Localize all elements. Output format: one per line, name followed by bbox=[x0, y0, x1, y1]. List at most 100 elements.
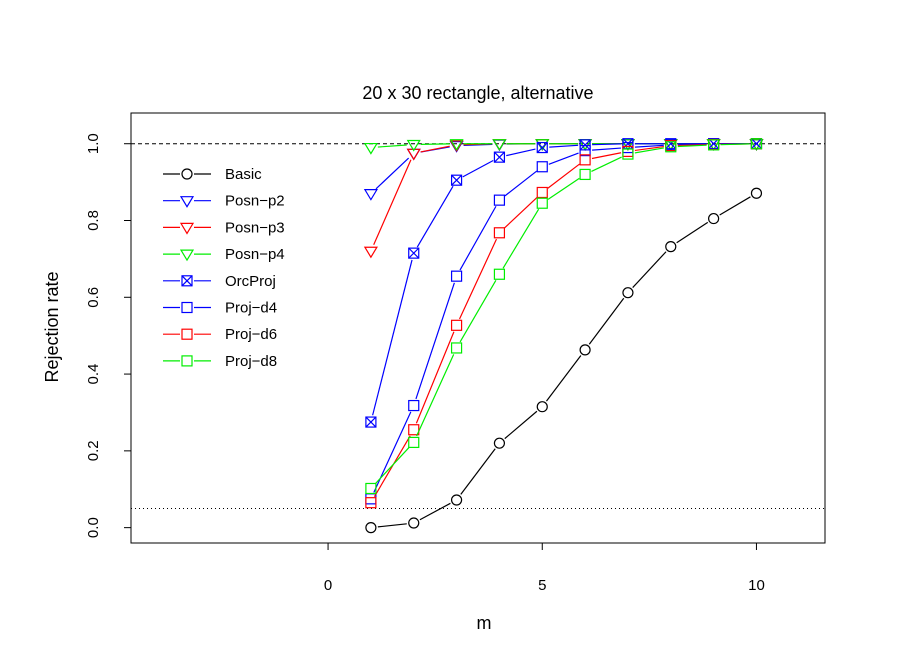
series-line-segment bbox=[591, 152, 622, 160]
data-point bbox=[536, 401, 548, 413]
series-line-segment bbox=[377, 144, 407, 148]
series-line-segment bbox=[719, 196, 751, 216]
data-point bbox=[408, 399, 420, 412]
legend-marker-cross bbox=[181, 275, 193, 287]
data-point bbox=[622, 287, 634, 299]
data-point bbox=[493, 268, 506, 280]
data-point bbox=[365, 493, 377, 505]
data-point-cross bbox=[493, 151, 505, 163]
y-axis: 0.0 0.2 0.4 0.6 0.8 1.0 bbox=[85, 133, 132, 538]
legend-marker bbox=[181, 168, 193, 180]
series-line-segment bbox=[547, 177, 580, 200]
data-point bbox=[579, 145, 591, 157]
series-line-segment bbox=[372, 259, 413, 416]
data-point bbox=[450, 270, 463, 282]
series-line-segment bbox=[375, 447, 410, 484]
series-line-segment bbox=[459, 280, 497, 343]
data-point bbox=[579, 168, 591, 181]
legend-marker bbox=[181, 328, 193, 340]
data-point bbox=[408, 436, 420, 449]
data-point bbox=[536, 161, 548, 173]
data-point bbox=[492, 139, 507, 151]
legend-label: Posn−p3 bbox=[225, 219, 285, 236]
series-line-segment bbox=[549, 144, 579, 148]
series-posn-p2 bbox=[363, 139, 764, 201]
series-line-segment bbox=[502, 208, 540, 269]
series-line-segment bbox=[588, 297, 625, 345]
data-point-cross bbox=[408, 247, 420, 259]
series-line-segment bbox=[462, 159, 494, 178]
legend-item-proj-d4: Proj−d4 bbox=[163, 300, 277, 317]
data-point bbox=[365, 482, 377, 495]
legend-label: Proj−d6 bbox=[225, 326, 277, 343]
series-line-segment bbox=[545, 355, 582, 402]
data-point bbox=[536, 186, 548, 199]
y-tick-label: 0.2 bbox=[85, 440, 102, 461]
series-line-segment bbox=[420, 145, 450, 153]
data-point bbox=[493, 194, 506, 206]
series-proj-d8 bbox=[365, 138, 763, 495]
chart-title: 20 x 30 rectangle, alternative bbox=[362, 83, 593, 103]
series-line-segment bbox=[504, 170, 538, 197]
legend-label: Posn−p2 bbox=[225, 193, 285, 210]
data-point bbox=[408, 424, 420, 436]
series-line-segment bbox=[506, 148, 536, 157]
y-tick-label: 1.0 bbox=[85, 133, 102, 154]
data-point-cross bbox=[451, 174, 463, 186]
series-orcproj bbox=[365, 138, 763, 428]
legend: Basic Posn−p2 Posn−p3 Posn−p4 OrcProj Proj−d4… bbox=[163, 166, 285, 370]
x-axis-title: m bbox=[477, 613, 492, 633]
data-point bbox=[493, 227, 506, 239]
legend-marker bbox=[181, 355, 193, 367]
data-point bbox=[365, 522, 377, 534]
data-point bbox=[665, 141, 677, 153]
data-point bbox=[536, 141, 548, 154]
data-point bbox=[665, 241, 677, 253]
data-point-box bbox=[365, 416, 377, 428]
data-point bbox=[363, 142, 378, 155]
x-tick-label: 10 bbox=[748, 577, 765, 594]
series-line-segment bbox=[677, 143, 707, 146]
series-line-segment bbox=[375, 157, 410, 190]
data-point-box bbox=[493, 151, 506, 163]
data-point bbox=[620, 139, 635, 151]
data-point bbox=[450, 342, 463, 354]
data-point-box bbox=[450, 174, 463, 186]
data-point-cross bbox=[536, 142, 548, 153]
series-line-segment bbox=[677, 144, 707, 148]
data-point-box bbox=[408, 247, 420, 259]
series-line-segment bbox=[420, 143, 450, 145]
legend-item-proj-d8: Proj−d8 bbox=[163, 353, 277, 370]
data-point bbox=[750, 187, 763, 199]
legend-marker bbox=[179, 249, 195, 262]
series-line-segment bbox=[415, 282, 455, 400]
legend-item-posn-p2: Posn−p2 bbox=[163, 193, 285, 210]
y-axis-title: Rejection rate bbox=[42, 271, 62, 382]
series-line-segment bbox=[458, 238, 498, 320]
series-line-segment bbox=[548, 152, 579, 165]
legend-item-proj-d6: Proj−d6 bbox=[163, 326, 277, 343]
series-line-segment bbox=[459, 205, 497, 271]
y-tick-label: 0.6 bbox=[85, 287, 102, 308]
series-line-segment bbox=[416, 185, 454, 248]
series-proj-d6 bbox=[365, 138, 763, 509]
series-line-segment bbox=[416, 354, 455, 437]
data-point bbox=[579, 344, 591, 356]
y-tick-label: 0.4 bbox=[85, 364, 102, 385]
series-layer bbox=[363, 138, 764, 534]
legend-marker bbox=[181, 275, 193, 287]
series-line-segment bbox=[592, 143, 621, 146]
data-point-cross bbox=[622, 138, 634, 150]
data-point-box bbox=[536, 141, 548, 154]
legend-marker bbox=[179, 196, 195, 208]
data-point bbox=[750, 138, 763, 150]
data-point bbox=[492, 139, 507, 151]
data-point bbox=[622, 148, 634, 160]
x-tick-label: 5 bbox=[538, 577, 546, 594]
data-point bbox=[406, 139, 421, 152]
series-line-segment bbox=[373, 159, 412, 246]
series-line-segment bbox=[634, 145, 664, 152]
data-point bbox=[408, 247, 420, 259]
series-line-segment bbox=[504, 196, 538, 229]
data-point bbox=[450, 319, 463, 331]
